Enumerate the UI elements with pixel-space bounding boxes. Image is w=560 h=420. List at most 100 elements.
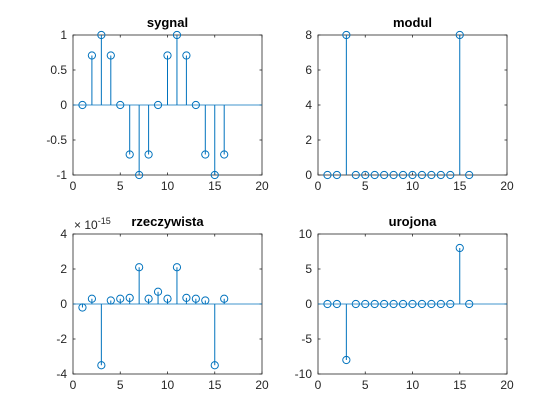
stem-marker xyxy=(436,299,445,309)
stem-marker xyxy=(87,294,97,303)
stem-marker xyxy=(201,150,210,159)
stem-marker xyxy=(106,296,115,305)
subplot-title: urojona xyxy=(389,214,437,229)
stem-marker xyxy=(332,299,341,309)
stem-marker xyxy=(182,51,191,60)
stem-marker xyxy=(332,170,341,180)
y-tick-label: 0 xyxy=(60,98,67,112)
stem-marker xyxy=(125,293,134,302)
x-tick-label: 0 xyxy=(70,179,77,193)
stem-marker xyxy=(87,51,97,60)
y-tick-label: -5 xyxy=(301,332,312,346)
y-tick-label: 0 xyxy=(305,297,312,311)
y-tick-label: -10 xyxy=(295,367,313,381)
subplot-title: sygnal xyxy=(147,15,188,30)
stem-marker xyxy=(153,100,163,110)
subplot-sygnal: sygnal 0 5 10 15 20 -1 -0.5 0 0.5 1 xyxy=(46,15,269,193)
x-tick-label: 0 xyxy=(315,179,322,193)
stem-marker xyxy=(210,170,219,180)
x-tick-label: 10 xyxy=(406,378,420,392)
stem-marker xyxy=(455,243,464,253)
y-tick-label: -1 xyxy=(56,168,67,182)
stem-marker xyxy=(191,100,200,110)
x-tick-label: 5 xyxy=(362,179,369,193)
y-tick-label: 0.5 xyxy=(50,63,67,77)
y-tick-label: -0.5 xyxy=(46,133,67,147)
y-tick-label: 8 xyxy=(305,28,312,42)
y-tick-label: 1 xyxy=(60,28,67,42)
y-tick-label: 4 xyxy=(305,98,312,112)
stem-marker xyxy=(446,299,455,309)
stem-marker xyxy=(144,150,153,159)
x-tick-label: 20 xyxy=(500,378,514,392)
stem-marker xyxy=(361,170,370,180)
stem-marker xyxy=(380,299,389,309)
exponent-base: × 10 xyxy=(74,218,98,232)
stem-marker xyxy=(342,355,351,365)
x-tick-label: 5 xyxy=(117,378,124,392)
y-tick-label: -2 xyxy=(56,332,67,346)
x-tick-label: 15 xyxy=(453,378,467,392)
stem-marker xyxy=(116,100,125,110)
y-tick-label: 2 xyxy=(305,133,312,147)
x-tick-label: 5 xyxy=(117,179,124,193)
subplot-rzeczywista: rzeczywista × 10-15 0 5 10 15 20 -4 -2 0 2 4 xyxy=(56,214,269,392)
stem-marker xyxy=(323,170,332,180)
subplot-title: rzeczywista xyxy=(131,214,204,229)
subplot-title: modul xyxy=(393,15,432,30)
stem-marker xyxy=(398,299,408,309)
stem-marker xyxy=(370,299,379,309)
x-tick-label: 10 xyxy=(161,179,175,193)
subplot-modul: modul 0 5 10 15 20 0 2 4 6 8 xyxy=(305,15,514,193)
stem-marker xyxy=(135,263,144,272)
y-tick-label: 6 xyxy=(305,63,312,77)
x-tick-label: 20 xyxy=(255,378,269,392)
y-tick-label: 4 xyxy=(60,227,67,241)
y-tick-label: 0 xyxy=(60,297,67,311)
stem-marker xyxy=(408,299,417,309)
stem-marker xyxy=(323,299,332,309)
x-tick-label: 15 xyxy=(453,179,467,193)
stem-marker xyxy=(163,51,172,60)
stem-marker xyxy=(342,30,351,40)
stem-marker xyxy=(135,170,144,180)
stem-marker xyxy=(465,170,474,180)
x-tick-label: 0 xyxy=(315,378,322,392)
stem-marker xyxy=(446,170,455,180)
stem-marker xyxy=(182,293,191,302)
stem-marker xyxy=(153,287,163,296)
stem-marker xyxy=(436,170,445,180)
stem-marker xyxy=(97,30,106,40)
stem-marker xyxy=(351,170,360,180)
x-tick-label: 15 xyxy=(208,179,222,193)
stem-marker xyxy=(380,170,389,180)
y-tick-label: 5 xyxy=(305,262,312,276)
stem-marker xyxy=(172,30,182,40)
stem-marker xyxy=(116,294,125,303)
stem-marker xyxy=(389,170,398,180)
x-tick-label: 10 xyxy=(406,179,420,193)
x-tick-label: 15 xyxy=(208,378,222,392)
stem-marker xyxy=(201,296,210,305)
exponent-label: × 10-15 xyxy=(74,216,111,232)
stem-marker xyxy=(417,299,427,309)
stem-marker xyxy=(163,294,172,303)
stem-marker xyxy=(398,170,408,180)
stem-marker xyxy=(417,170,427,180)
stem-marker xyxy=(408,170,417,180)
stem-marker xyxy=(220,294,229,303)
stem-marker xyxy=(97,361,106,370)
stem-marker xyxy=(389,299,398,309)
x-tick-label: 5 xyxy=(362,378,369,392)
stem-marker xyxy=(455,30,464,40)
exponent-power: -15 xyxy=(98,216,111,226)
stem-marker xyxy=(210,361,219,370)
stem-marker xyxy=(172,263,182,272)
x-tick-label: 20 xyxy=(500,179,514,193)
x-tick-label: 10 xyxy=(161,378,175,392)
stem-marker xyxy=(78,100,87,110)
stem-marker xyxy=(370,170,379,180)
axes-box xyxy=(317,34,508,176)
x-tick-label: 0 xyxy=(70,378,77,392)
